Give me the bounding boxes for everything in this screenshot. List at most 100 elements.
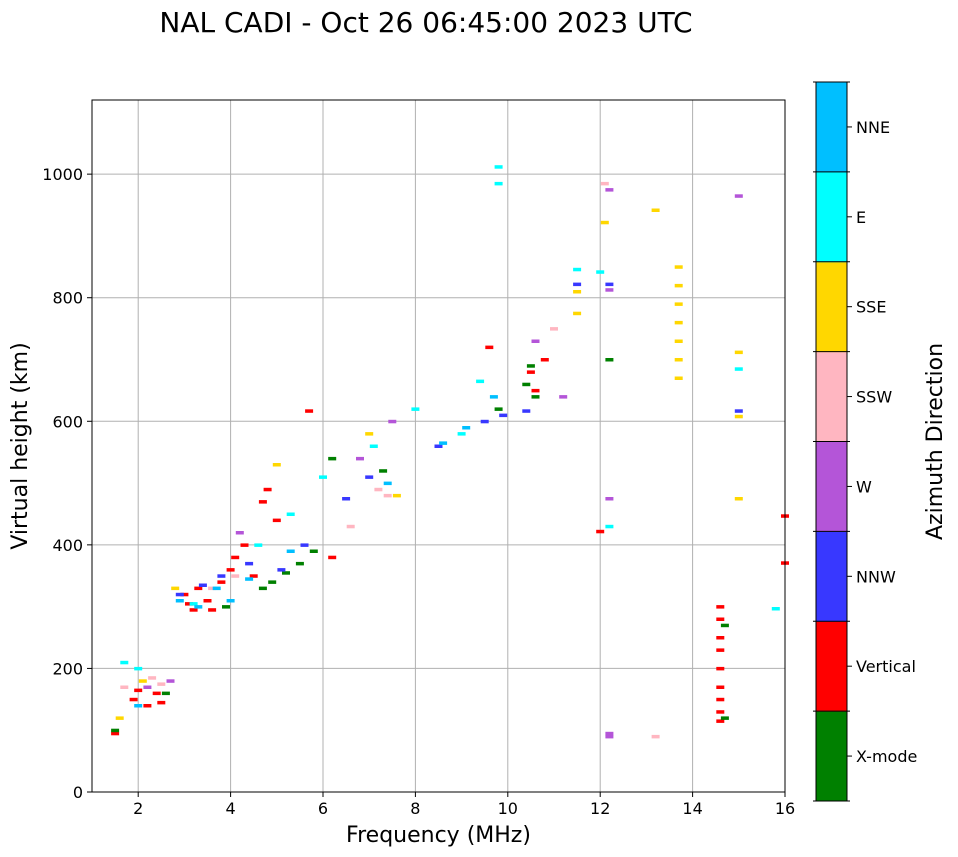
data-point-vertical	[231, 555, 240, 560]
data-point-vertical	[596, 529, 605, 534]
grid-lines	[92, 100, 785, 792]
data-point-e	[494, 165, 503, 169]
data-point-nne	[439, 441, 448, 445]
data-point-vertical	[716, 710, 725, 714]
data-point-nnw	[499, 413, 508, 418]
x-tick-label: 2	[133, 799, 143, 818]
data-point-nne	[134, 704, 143, 708]
y-tick-label: 600	[52, 412, 83, 431]
colorbar-swatch	[816, 261, 847, 353]
data-point-sse	[171, 586, 180, 591]
y-tick-label: 800	[52, 289, 83, 308]
data-point-e	[596, 270, 605, 274]
colorbar-label: E	[856, 208, 866, 227]
data-point-w	[356, 456, 364, 461]
colorbar-label: X-mode	[856, 747, 917, 766]
data-point-x-mode	[268, 580, 277, 584]
data-point-sse	[573, 311, 582, 316]
data-point-ssw	[208, 586, 217, 591]
data-point-ssw	[600, 181, 609, 186]
data-point-vertical	[258, 500, 267, 504]
data-point-vertical	[485, 345, 494, 350]
data-point-nne	[383, 481, 392, 486]
data-point-ssw	[346, 524, 355, 529]
data-point-nnw	[300, 543, 309, 547]
data-point-nne	[462, 426, 471, 430]
data-point-sse	[392, 493, 401, 498]
colorbar-title: Azimuth Direction	[923, 343, 948, 540]
x-tick-label: 16	[775, 799, 795, 818]
data-point-w	[605, 188, 614, 192]
x-tick-label: 10	[498, 799, 518, 818]
data-point-vertical	[129, 697, 138, 702]
data-point-w	[166, 679, 175, 683]
colorbar-swatch	[816, 621, 847, 712]
data-point-vertical	[185, 602, 193, 606]
data-point-sse	[365, 432, 374, 436]
data-point-nnw	[605, 282, 614, 287]
data-point-e	[120, 660, 129, 665]
data-point-e	[189, 602, 198, 606]
data-point-nne	[489, 395, 498, 399]
data-point-ssw	[157, 682, 166, 686]
data-point-nnw	[365, 475, 374, 479]
data-point-x-mode	[526, 364, 535, 368]
data-point-vertical	[208, 608, 217, 612]
data-point-x-mode	[494, 407, 503, 411]
data-point-vertical	[157, 700, 166, 705]
data-point-vertical	[716, 719, 725, 723]
data-point-w	[605, 731, 614, 736]
colorbar-label: Vertical	[856, 657, 916, 676]
data-point-vertical	[305, 409, 314, 413]
data-point-vertical	[194, 586, 203, 591]
data-point-vertical	[272, 518, 281, 523]
data-point-vertical	[716, 605, 725, 609]
colorbar: X-mode Vertical NNW W SSW SSE E NNE	[813, 81, 917, 802]
data-point-w	[734, 194, 743, 198]
data-point-vertical	[226, 568, 235, 572]
data-point-sse	[674, 320, 683, 325]
data-point-vertical	[152, 691, 161, 696]
data-point-vertical	[249, 574, 258, 578]
data-point-vertical	[716, 666, 725, 671]
data-point-w	[531, 339, 540, 343]
data-point-vertical	[240, 543, 249, 547]
data-point-vertical	[263, 487, 272, 492]
data-point-e	[494, 181, 503, 186]
data-point-sse	[115, 716, 124, 720]
data-point-vertical	[716, 685, 725, 689]
data-point-nnw	[175, 592, 184, 597]
colorbar-swatch	[816, 82, 847, 173]
data-point-nnw	[277, 568, 286, 572]
data-point-sse	[734, 497, 743, 501]
data-point-nnw	[198, 583, 207, 587]
data-point-w	[143, 685, 152, 689]
data-point-e	[319, 475, 327, 479]
data-point-nne	[245, 577, 254, 581]
x-tick-label: 4	[226, 799, 236, 818]
x-tick-label: 12	[590, 799, 610, 818]
data-point-vertical	[540, 358, 549, 362]
data-point-x-mode	[282, 571, 290, 575]
data-point-nnw	[342, 497, 351, 501]
data-point-x-mode	[720, 716, 729, 720]
data-point-x-mode	[328, 456, 337, 461]
data-point-vertical	[203, 599, 212, 603]
data-point-nnw	[480, 419, 489, 424]
y-tick-label: 400	[52, 536, 83, 555]
data-point-sse	[138, 679, 147, 683]
x-axis-ticks: 2 4 6 8 10 12 14 16	[133, 792, 795, 818]
data-point-e	[605, 524, 614, 529]
data-point-nne	[212, 586, 221, 591]
data-point-sse	[674, 283, 683, 288]
plot-frame	[91, 99, 786, 793]
data-point-x-mode	[531, 395, 540, 399]
data-point-sse	[272, 463, 281, 467]
data-point-vertical	[531, 388, 540, 393]
data-point-x-mode	[720, 623, 729, 628]
data-point-sse	[674, 376, 683, 380]
x-axis-label: Frequency (MHz)	[346, 823, 531, 848]
data-point-w	[605, 497, 614, 501]
data-point-nnw	[522, 409, 531, 413]
data-point-x-mode	[222, 605, 230, 609]
